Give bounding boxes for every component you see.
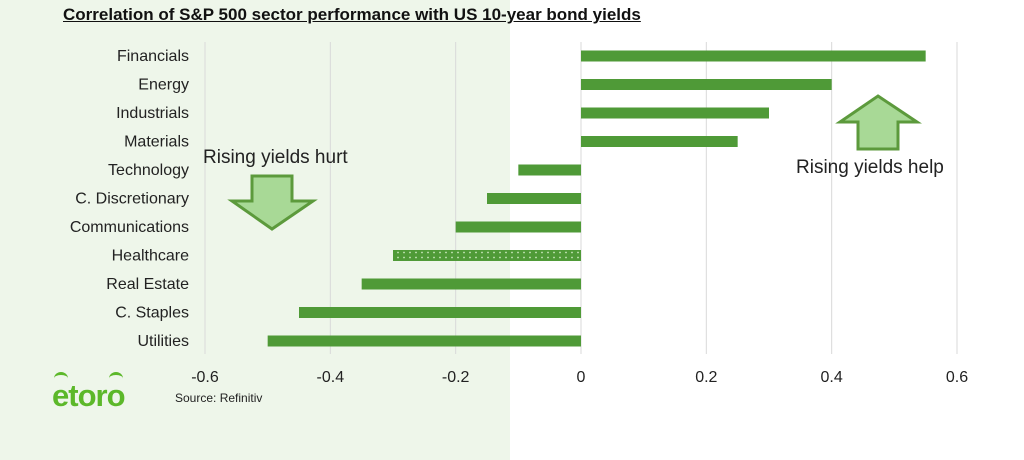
etoro-logo: etoro (52, 372, 125, 414)
category-labels: Financials Energy Industrials Materials Tech… (70, 48, 189, 350)
chart-title: Correlation of S&P 500 sector performanc… (63, 5, 641, 24)
category-label: Industrials (116, 105, 189, 122)
bar (299, 307, 581, 318)
x-tick-label: -0.2 (442, 369, 470, 386)
bar (267, 335, 581, 347)
category-label: Utilities (137, 333, 189, 350)
left-background-panel (0, 0, 510, 460)
bar (581, 136, 738, 147)
bar (518, 164, 581, 176)
rising-yields-help-label: Rising yields help (796, 157, 944, 178)
category-label: C. Discretionary (75, 191, 189, 208)
source-note: Source: Refinitiv (175, 391, 263, 405)
category-label: Technology (108, 162, 189, 179)
x-tick-label: 0.4 (821, 369, 843, 386)
x-tick-label: 0.2 (695, 369, 717, 386)
x-tick-labels: -0.6 -0.4 -0.2 0 0.2 0.4 0.6 (191, 369, 968, 386)
category-label: Financials (117, 48, 189, 65)
bar (487, 193, 581, 204)
bar (581, 79, 832, 90)
category-label: Energy (138, 77, 189, 94)
bars (267, 50, 926, 347)
category-label: Healthcare (112, 248, 189, 265)
annotation-arrows (227, 94, 922, 231)
category-label: Communications (70, 219, 189, 236)
logo-sprig-left-icon (54, 372, 68, 385)
bar (581, 50, 926, 62)
x-tick-label: 0 (577, 369, 586, 386)
bar (581, 107, 769, 119)
up-arrow-icon (835, 94, 922, 151)
grid-lines (204, 42, 958, 354)
rising-yields-hurt-label: Rising yields hurt (203, 147, 348, 168)
bar (393, 250, 581, 261)
category-label: Materials (124, 134, 189, 151)
x-tick-label: -0.6 (191, 369, 219, 386)
x-tick-label: 0.6 (946, 369, 968, 386)
bar (361, 278, 581, 290)
bar (455, 221, 581, 233)
logo-sprig-right-icon (108, 372, 123, 385)
down-arrow-icon (227, 174, 318, 231)
category-label: Real Estate (106, 276, 189, 293)
x-tick-label: -0.4 (317, 369, 345, 386)
category-label: C. Staples (115, 305, 189, 322)
